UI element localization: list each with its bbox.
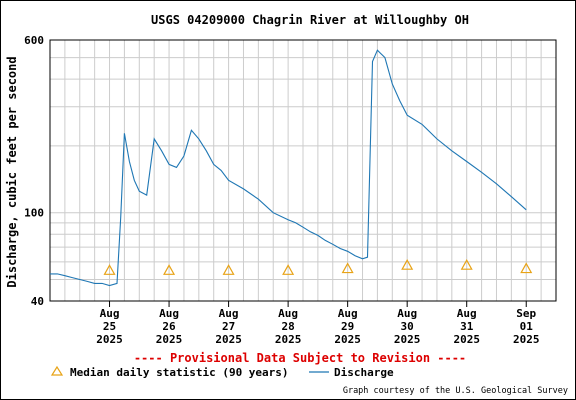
legend-median-marker <box>50 365 64 376</box>
y-axis-ticks: 40 100 600 <box>24 34 44 308</box>
chart-title: USGS 04209000 Chagrin River at Willoughb… <box>151 13 469 27</box>
x-tick-label: Aug <box>278 307 298 320</box>
provisional-note: ---- Provisional Data Subject to Revisio… <box>134 351 466 365</box>
median-marker <box>282 264 295 275</box>
x-tick-label: Aug <box>100 307 120 320</box>
grid-lines <box>49 40 557 301</box>
median-marker <box>163 264 176 275</box>
y-tick-label: 600 <box>24 34 44 47</box>
x-axis-ticks: Aug252025Aug262025Aug272025Aug282025Aug2… <box>96 301 539 346</box>
credit-text: Graph courtesy of the U.S. Geological Su… <box>343 386 568 396</box>
median-marker <box>103 264 116 275</box>
x-tick-label: 29 <box>341 320 354 333</box>
x-tick-label: 26 <box>162 320 176 333</box>
x-tick-label: 2025 <box>156 333 183 346</box>
legend: Median daily statistic (90 years) Discha… <box>50 365 394 379</box>
legend-median-label: Median daily statistic (90 years) <box>70 366 289 379</box>
median-marker <box>520 262 533 274</box>
x-tick-label: Aug <box>457 307 477 320</box>
x-tick-label: 2025 <box>513 333 540 346</box>
y-tick-label: 40 <box>31 295 44 308</box>
x-tick-label: 25 <box>103 320 116 333</box>
x-tick-label: 30 <box>401 320 414 333</box>
median-marker <box>401 258 414 270</box>
median-marker <box>341 262 354 274</box>
discharge-line <box>50 49 527 287</box>
x-tick-label: 2025 <box>334 333 361 346</box>
x-tick-label: 2025 <box>394 333 421 346</box>
x-tick-label: 2025 <box>96 333 123 346</box>
x-tick-label: 31 <box>460 320 474 333</box>
x-tick-label: 2025 <box>275 333 302 346</box>
x-tick-label: Aug <box>397 307 417 320</box>
x-tick-label: Sep <box>516 307 536 320</box>
median-marker <box>460 258 473 270</box>
plot-area <box>49 39 557 302</box>
median-marker <box>222 264 235 275</box>
x-tick-label: 01 <box>520 320 534 333</box>
x-tick-label: Aug <box>338 307 358 320</box>
legend-discharge-label: Discharge <box>334 366 394 379</box>
x-tick-label: Aug <box>219 307 239 320</box>
x-tick-label: 27 <box>222 320 235 333</box>
x-tick-label: 2025 <box>215 333 242 346</box>
x-tick-label: 28 <box>281 320 294 333</box>
x-tick-label: 2025 <box>453 333 480 346</box>
discharge-series <box>50 49 527 287</box>
x-tick-label: Aug <box>159 307 179 320</box>
y-tick-label: 100 <box>24 207 44 220</box>
median-markers <box>103 258 533 275</box>
y-axis-label: Discharge, cubic feet per second <box>5 56 19 287</box>
